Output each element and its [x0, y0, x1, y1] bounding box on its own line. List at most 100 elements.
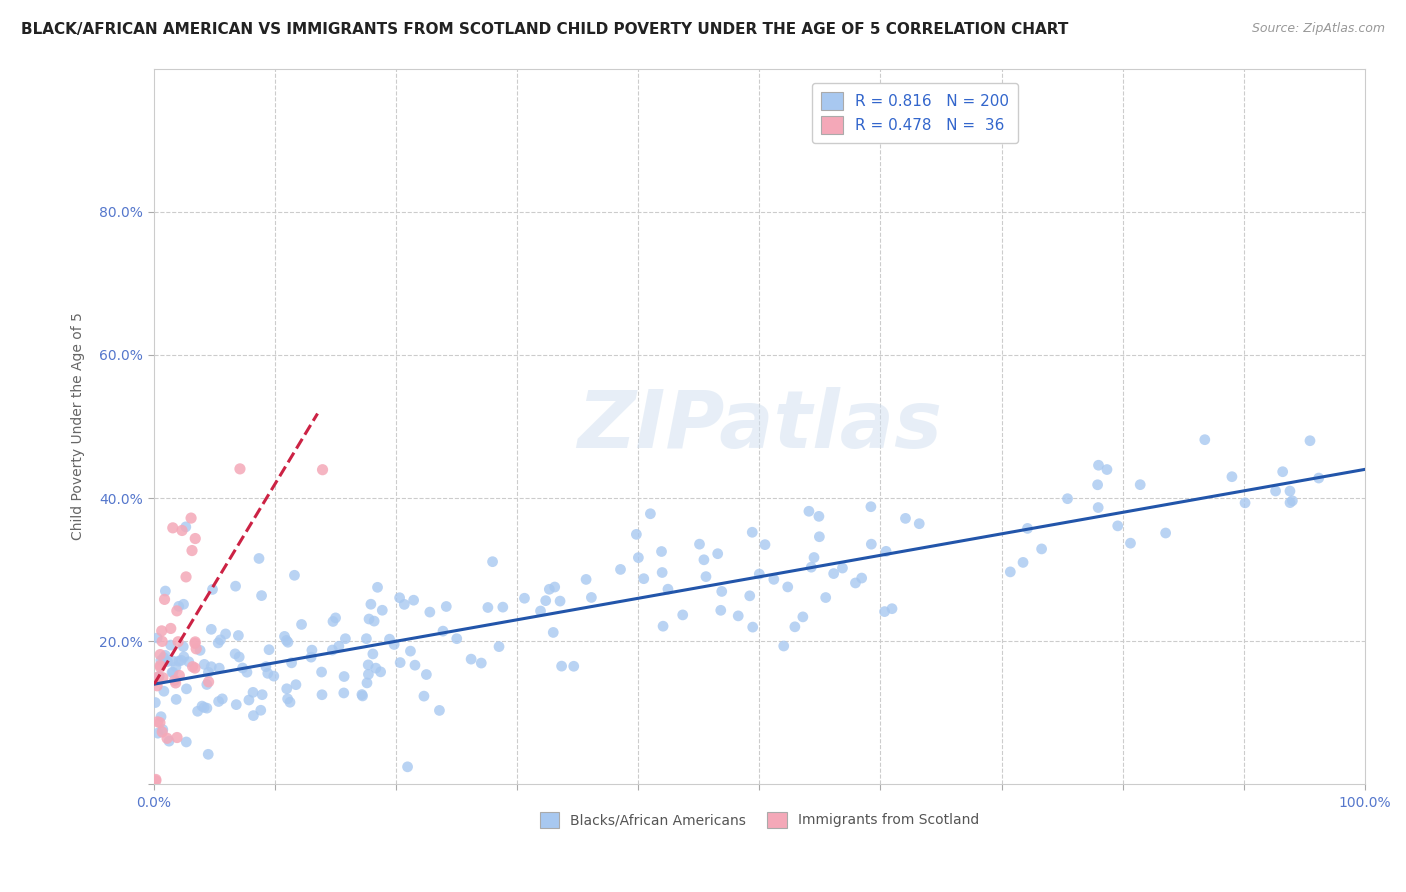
Point — [148, 669, 170, 683]
Point — [145, 772, 167, 787]
Point — [188, 643, 211, 657]
Point — [170, 653, 193, 667]
Point — [706, 547, 728, 561]
Point — [214, 627, 236, 641]
Point — [803, 550, 825, 565]
Point — [311, 688, 333, 702]
Point — [1279, 495, 1302, 509]
Point — [242, 708, 264, 723]
Point — [150, 709, 173, 723]
Point — [180, 511, 202, 525]
Point — [633, 572, 655, 586]
Point — [184, 661, 207, 675]
Point — [172, 640, 194, 654]
Point — [191, 699, 214, 714]
Point — [249, 703, 271, 717]
Y-axis label: Child Poverty Under the Age of 5: Child Poverty Under the Age of 5 — [72, 312, 86, 541]
Point — [254, 659, 277, 673]
Point — [162, 665, 184, 680]
Point — [689, 537, 711, 551]
Point — [541, 625, 564, 640]
Point — [548, 594, 571, 608]
Point — [823, 566, 845, 581]
Point — [609, 562, 631, 576]
Point — [277, 691, 299, 706]
Point — [311, 665, 333, 679]
Point — [513, 591, 536, 606]
Point — [311, 463, 333, 477]
Point — [150, 725, 173, 739]
Point — [356, 676, 378, 690]
Point — [166, 731, 188, 745]
Point — [195, 701, 218, 715]
Point — [193, 657, 215, 672]
Point — [575, 573, 598, 587]
Point — [538, 582, 561, 597]
Point — [228, 650, 250, 665]
Point — [762, 573, 785, 587]
Point — [650, 544, 672, 558]
Point — [174, 570, 197, 584]
Point — [415, 667, 437, 681]
Point — [149, 653, 172, 667]
Point — [399, 644, 422, 658]
Point — [176, 735, 198, 749]
Point — [156, 731, 179, 746]
Point — [651, 566, 673, 580]
Point — [225, 698, 247, 712]
Point — [844, 576, 866, 591]
Point — [1281, 493, 1303, 508]
Point — [273, 629, 295, 643]
Point — [159, 622, 181, 636]
Point — [357, 657, 380, 672]
Point — [481, 555, 503, 569]
Point — [908, 516, 931, 531]
Point — [153, 592, 176, 607]
Point — [1087, 458, 1109, 473]
Legend: Blacks/African Americans, Immigrants from Scotland: Blacks/African Americans, Immigrants fro… — [533, 805, 986, 835]
Point — [200, 659, 222, 673]
Point — [1154, 526, 1177, 541]
Point — [197, 747, 219, 762]
Point — [894, 511, 917, 525]
Point — [1299, 434, 1322, 448]
Point — [1107, 519, 1129, 533]
Point — [149, 658, 172, 673]
Point — [184, 635, 207, 649]
Point — [146, 726, 169, 740]
Point — [370, 665, 392, 679]
Point — [657, 582, 679, 597]
Point — [284, 678, 307, 692]
Point — [1087, 477, 1109, 491]
Point — [184, 532, 207, 546]
Point — [581, 591, 603, 605]
Point — [149, 660, 172, 674]
Point — [256, 666, 278, 681]
Point — [278, 695, 301, 709]
Point — [290, 617, 312, 632]
Point — [162, 654, 184, 668]
Point — [1271, 465, 1294, 479]
Point — [1087, 500, 1109, 515]
Point — [446, 632, 468, 646]
Point — [808, 530, 831, 544]
Point — [167, 634, 190, 648]
Point — [150, 624, 173, 638]
Point — [150, 634, 173, 648]
Point — [207, 636, 229, 650]
Point — [176, 681, 198, 696]
Point — [250, 589, 273, 603]
Point — [165, 692, 187, 706]
Point — [626, 527, 648, 541]
Point — [727, 608, 749, 623]
Point — [394, 598, 416, 612]
Point — [470, 656, 492, 670]
Point — [162, 521, 184, 535]
Point — [672, 607, 695, 622]
Point — [434, 599, 457, 614]
Point — [173, 649, 195, 664]
Point — [1308, 471, 1330, 485]
Point — [1017, 521, 1039, 535]
Point — [693, 553, 716, 567]
Point — [710, 584, 733, 599]
